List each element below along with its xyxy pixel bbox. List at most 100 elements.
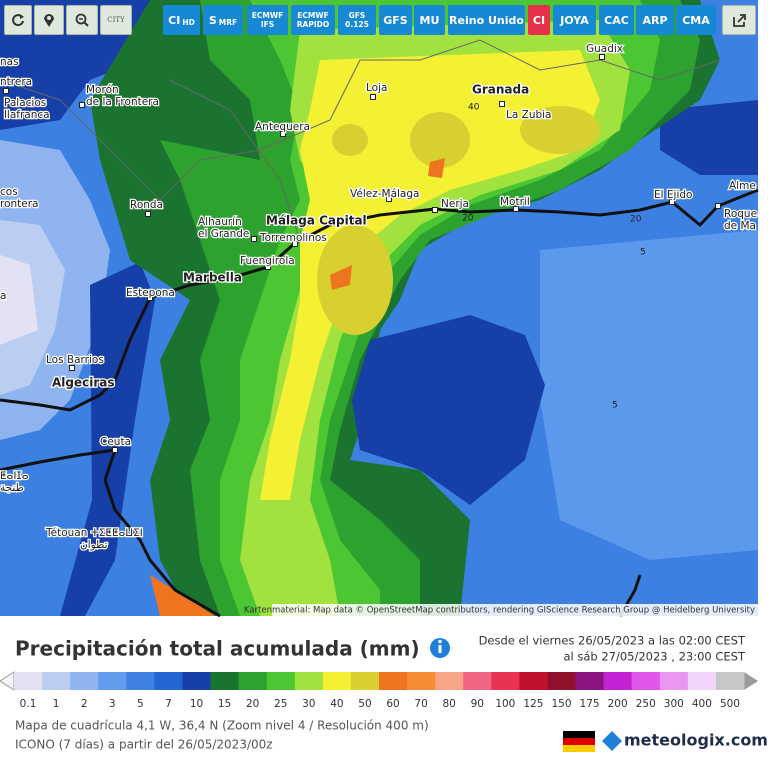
period: al sáb 27/05/2023 , 23:00 CEST (563, 650, 746, 664)
field-area (317, 225, 393, 335)
model-button[interactable]: GFS (379, 5, 412, 35)
attribution-bg (272, 604, 758, 616)
place-marker (599, 54, 605, 60)
model-label: ARP (642, 13, 668, 27)
model-label: CAC (604, 13, 629, 27)
grid-info: Mapa de cuadrícula 4,1 W, 36,4 N (Zoom n… (15, 719, 429, 733)
place-label: rontera (0, 198, 39, 210)
place-label: nas (0, 56, 19, 68)
place-label: Fuengirola (240, 255, 295, 267)
legend-swatch (519, 672, 548, 690)
refresh-button[interactable] (4, 5, 32, 35)
place-label: Alme (729, 180, 756, 192)
contour-label: 5 (640, 248, 646, 258)
contour-label: 40 (468, 103, 480, 113)
info-glyph (438, 645, 442, 653)
place-label: cos (0, 186, 18, 198)
legend-label: 25 (274, 698, 287, 710)
legend-swatch (631, 672, 661, 690)
model-button[interactable]: CMA (676, 5, 716, 35)
legend-swatch (715, 672, 745, 690)
place-label: طنجة (0, 482, 24, 494)
legend-label: 50 (358, 698, 371, 710)
legend-swatch (350, 672, 380, 690)
model-sub: IFS (260, 20, 275, 29)
legend-label: 15 (218, 698, 231, 710)
legend-label: 100 (495, 698, 515, 710)
place-label: Marbella (183, 271, 242, 285)
model-label: S (208, 13, 217, 27)
place-label: Torremolinos (259, 232, 327, 244)
title: Precipitación total acumulada (mm) (15, 637, 420, 661)
place-marker (69, 365, 75, 371)
legend-label: 3 (109, 698, 116, 710)
place-label: Tétouan ⵜⵉⵟⵟⴰⵡⵉⵏ (45, 527, 143, 539)
legend-swatch (575, 672, 605, 690)
zoom-icon (75, 13, 89, 27)
place-label: el Grande (198, 228, 249, 240)
model-button[interactable]: ARP (636, 5, 674, 35)
place-label: Loja (366, 82, 387, 94)
place-marker (3, 88, 9, 94)
field-area (332, 124, 368, 156)
legend-swatch (463, 672, 492, 690)
coastline (0, 188, 759, 412)
place-marker (370, 94, 376, 100)
model-button[interactable]: MU (414, 5, 445, 35)
legend-swatch (547, 672, 577, 690)
city-button[interactable]: CITY (100, 5, 132, 35)
model-button[interactable]: GFS 0.125 (338, 5, 376, 35)
place-label: Palacios (4, 97, 46, 109)
flag[interactable] (563, 731, 595, 738)
model-button[interactable]: ECMWF RAPIDO (291, 5, 335, 35)
place-label: Antequera (255, 121, 310, 133)
model-button[interactable]: CI (528, 5, 550, 35)
model-button[interactable]: ECMWF IFS (247, 5, 288, 35)
model-button[interactable]: CAC (599, 5, 634, 35)
place-label: Roque (724, 208, 757, 220)
legend-swatch (294, 672, 324, 690)
legend-swatch (126, 672, 155, 690)
field-area (60, 262, 155, 616)
legend-label: 7 (165, 698, 172, 710)
model-button[interactable]: CI HD (163, 5, 200, 35)
border (169, 79, 301, 241)
place-marker (145, 211, 151, 217)
legend-swatch (687, 672, 717, 690)
run-info: ICONO (7 días) a partir del 26/05/2023/0… (15, 738, 273, 752)
field-area (260, 50, 600, 500)
zoom-button[interactable] (66, 5, 98, 35)
model-label: CMA (682, 13, 710, 27)
model-button[interactable]: JOYA (553, 5, 596, 35)
legend-label: 10 (190, 698, 203, 710)
brand[interactable]: meteologix.com (624, 731, 768, 750)
place-label: Estepona (126, 287, 175, 299)
legend-label: 150 (551, 698, 571, 710)
place-label: Granada (472, 83, 529, 97)
model-label: ECMWF (251, 11, 284, 20)
legend-swatch (379, 672, 408, 690)
place-label: ntrera (0, 76, 32, 88)
place-label: Guadix (586, 43, 623, 55)
legend-swatch (42, 672, 71, 690)
legend-label: 20 (246, 698, 259, 710)
field-area (410, 112, 470, 168)
place-marker (669, 199, 675, 205)
legend-label: 0.1 (20, 698, 37, 710)
place-marker (265, 264, 271, 270)
share-button[interactable] (722, 5, 756, 35)
model-label: CI (532, 13, 546, 27)
model-button[interactable]: Reino Unido (448, 5, 525, 35)
refresh-icon (12, 14, 24, 27)
legend-label: 250 (636, 698, 656, 710)
place-label: تطوان (80, 539, 108, 551)
place-label: Málaga Capital (266, 214, 367, 228)
city-label: CITY (107, 16, 125, 24)
place-label: ⵟⴰⵏⵊⴰ (0, 470, 29, 482)
legend-label: 400 (692, 698, 712, 710)
location-button[interactable] (34, 5, 64, 35)
model-button[interactable]: S MRF (203, 5, 243, 35)
legend-label: 5 (137, 698, 144, 710)
